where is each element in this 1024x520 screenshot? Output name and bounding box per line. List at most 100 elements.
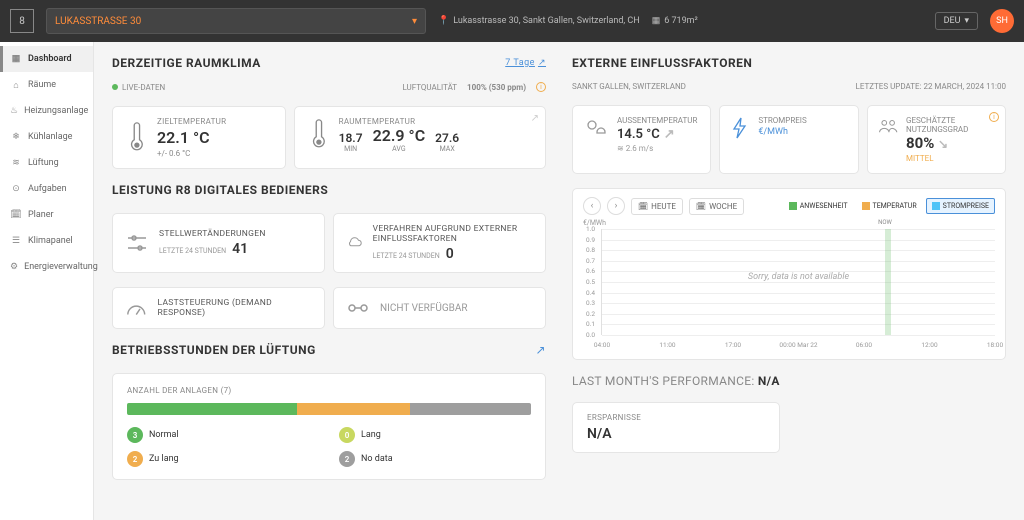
gridline (602, 282, 995, 283)
external-title: EXTERNE EINFLUSSFAKTOREN (572, 56, 1006, 70)
sidebar-item-label: Energieverwaltung (24, 262, 98, 272)
live-text: LIVE-DATEN (122, 83, 165, 92)
unavailable-text: NICHT VERFÜGBAR (380, 303, 468, 314)
external-link-icon: ↗ (538, 58, 546, 68)
sidebar-item-dashboard[interactable]: ▦Dashboard (0, 46, 93, 72)
vent-segment (297, 403, 410, 415)
legend-badge: 2 (127, 451, 143, 467)
room-avg-lbl: AVG (373, 145, 426, 153)
external-link-icon[interactable]: ↗ (531, 113, 539, 124)
savings-value: N/A (587, 426, 765, 442)
ytick-label: 0.5 (586, 278, 595, 286)
vent-title-text: BETRIEBSSTUNDEN DER LÜFTUNG (112, 343, 316, 357)
week-button[interactable]: 🗓WOCHE (689, 198, 744, 215)
xtick-label: 18:00 (987, 341, 1003, 349)
chart-box: ‹ › 🗓HEUTE 🗓WOCHE ANWESENHEIT TEMPERATUR S… (572, 188, 1006, 360)
chart-area: €/MWh 1.00.90.80.70.60.50.40.30.20.10.00… (583, 221, 995, 351)
room-label: RAUMTEMPERATUR (339, 117, 460, 126)
building-select[interactable]: LUKASSTRASSE 30 ▾ (46, 8, 426, 34)
sliders-icon (125, 231, 149, 255)
price-value[interactable]: €/MWh (758, 127, 806, 137)
sidebar-item-label: Lüftung (28, 158, 59, 168)
legend-label: Zu lang (149, 454, 179, 464)
info-icon[interactable]: i (989, 112, 999, 122)
legend-label: No data (361, 454, 393, 464)
external-location: SANKT GALLEN, SWITZERLAND (572, 82, 686, 91)
today-button[interactable]: 🗓HEUTE (631, 198, 683, 215)
dashboard-icon: ▦ (10, 53, 22, 65)
ytick-label: 0.7 (586, 257, 595, 265)
vent-legend: 3Normal0Lang2Zu lang2No data (127, 427, 531, 467)
airq-label: LUFTQUALITÄT (402, 83, 457, 92)
gridline (602, 261, 995, 262)
chart-chip-anwesenheit[interactable]: ANWESENHEIT (784, 198, 853, 214)
sidebar-item-energieverwaltung[interactable]: ⚙Energieverwaltung (0, 254, 93, 280)
sidebar-item-planer[interactable]: 🗓 Planer (0, 202, 93, 228)
bolt-icon (730, 116, 750, 140)
sidebar-item-kühlanlage[interactable]: ❄Kühlanlage (0, 124, 93, 150)
ytick-label: 0.1 (586, 320, 595, 328)
language-select[interactable]: DEU ▾ (935, 12, 978, 30)
address-text: Lukasstrasse 30, Sankt Gallen, Switzerla… (453, 16, 639, 26)
planner-icon: 🗓 (10, 209, 22, 221)
outtemp-value: 14.5 °C (617, 127, 660, 142)
cloud-icon (346, 233, 363, 253)
sidebar: ▦Dashboard⌂Räume♨Heizungsanlage❄Kühlanla… (0, 42, 94, 520)
trend-down-icon: ↘ (938, 137, 948, 151)
gridline (602, 293, 995, 294)
area: ▦ 6 719m² (652, 16, 698, 26)
sidebar-item-räume[interactable]: ⌂Räume (0, 72, 93, 98)
logo: 8 (10, 9, 34, 33)
weather-icon (583, 116, 609, 142)
chart-chip-temperatur[interactable]: TEMPERATUR (857, 198, 922, 214)
ytick-label: 0.6 (586, 267, 595, 275)
extproc-value: 0 (446, 246, 454, 262)
gridline (602, 229, 995, 230)
sidebar-item-label: Planer (28, 210, 54, 220)
room-avg: 22.9 °C (373, 126, 426, 145)
chip-swatch (862, 202, 870, 210)
energy-icon: ⚙ (10, 261, 18, 273)
external-link-icon[interactable]: ↗ (535, 343, 546, 357)
now-band (885, 229, 891, 335)
chip-label: STROMPREISE (943, 202, 989, 210)
chip-swatch (789, 202, 797, 210)
target-note: +/- 0.6 °C (157, 149, 226, 158)
eff-label: GESCHÄTZTE NUTZUNGSGRAD (906, 116, 995, 134)
chart-next-button[interactable]: › (607, 197, 625, 215)
vent-legend-item: 2 Zu lang (127, 451, 319, 467)
trend-up-icon: ↗ (664, 127, 675, 142)
sidebar-item-aufgaben[interactable]: ⊙Aufgaben (0, 176, 93, 202)
xtick-label: 11:00 (659, 341, 675, 349)
no-data-text: Sorry, data is not available (748, 272, 849, 282)
sidebar-item-heizungsanlage[interactable]: ♨Heizungsanlage (0, 98, 93, 124)
chart-chip-strompreise[interactable]: STROMPREISE (926, 198, 995, 214)
ytick-label: 0.3 (586, 299, 595, 307)
chevron-down-icon: ▾ (964, 16, 969, 26)
climate-title-text: DERZEITIGE RAUMKLIMA (112, 56, 261, 70)
thermometer-icon (307, 119, 329, 151)
info-icon[interactable]: i (536, 82, 546, 92)
xtick-label: 06:00 (856, 341, 872, 349)
vent-segment (127, 403, 297, 415)
external-updated: LETZTES UPDATE: 22 MARCH, 2024 11:00 (856, 82, 1006, 91)
setpoint-sub: LETZTE 24 STUNDEN (159, 247, 226, 255)
chip-swatch (932, 202, 940, 210)
sidebar-item-lüftung[interactable]: ≋Lüftung (0, 150, 93, 176)
avatar[interactable]: SH (990, 9, 1014, 33)
seven-days-text: 7 Tage (505, 58, 535, 68)
topbar: 8 LUKASSTRASSE 30 ▾ 📍 Lukasstrasse 30, S… (0, 0, 1024, 42)
sidebar-item-klimapanel[interactable]: ☰Klimapanel (0, 228, 93, 254)
seven-days-link[interactable]: 7 Tage ↗ (505, 58, 546, 68)
legend-label: Normal (149, 430, 179, 440)
demand-label: LASTSTEUERUNG (DEMAND RESPONSE) (157, 298, 312, 318)
live-indicator: LIVE-DATEN (112, 83, 165, 92)
air-quality: LUFTQUALITÄT 100% (530 ppm) i (402, 82, 546, 92)
chip-label: ANWESENHEIT (800, 202, 848, 210)
chart-prev-button[interactable]: ‹ (583, 197, 601, 215)
ytick-label: 0.0 (586, 331, 595, 339)
wind-icon: ≋ (617, 144, 624, 153)
performance-title: LEISTUNG R8 DIGITALES BEDIENERS (112, 183, 546, 197)
now-label: NOW (878, 219, 892, 226)
chart-controls: ‹ › 🗓HEUTE 🗓WOCHE ANWESENHEIT TEMPERATUR S… (583, 197, 995, 215)
